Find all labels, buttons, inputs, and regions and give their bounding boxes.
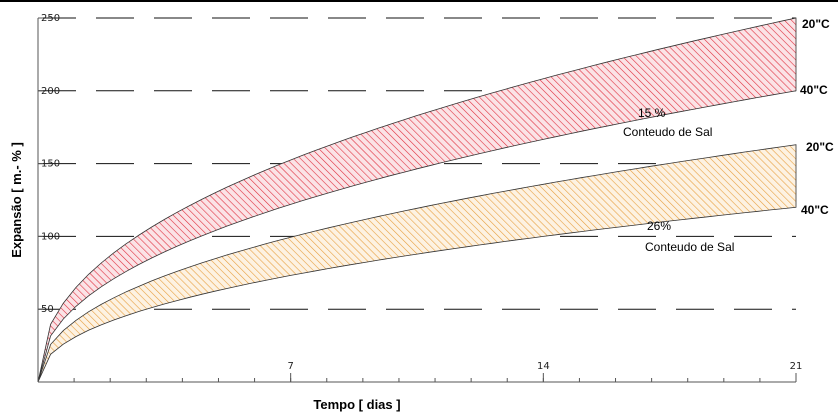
y-tick-label: 200 [41,86,60,97]
band1-label-content: Conteudo de Sal [623,125,712,139]
x-tick-label: 7 [287,361,293,372]
x-tick-label: 21 [790,361,803,372]
y-tick-label: 100 [41,231,60,242]
x-axis-title: Tempo [ dias ] [313,397,400,412]
y-tick-label: 50 [41,304,54,315]
band-area [37,17,797,383]
band1-label-pct: 15 % [638,106,666,120]
band2-lower-temp: 40"C [801,203,829,217]
y-tick-label: 150 [41,159,60,170]
bands [37,17,797,383]
band2-upper-temp: 20"C [806,140,834,154]
x-ticks: 7 14 21 [73,361,803,382]
y-ticks: 50 100 150 200 250 [38,13,60,315]
band2-label-content: Conteudo de Sal [645,240,734,254]
band-area [37,144,797,383]
band1-lower-temp: 40"C [800,83,828,97]
band1-upper-temp: 20"C [802,17,830,31]
x-tick-label: 14 [537,361,550,372]
band2-label-pct: 26% [647,219,671,233]
y-tick-label: 250 [41,13,60,24]
y-axis-title: Expansão [ m.- % ] [9,142,24,258]
